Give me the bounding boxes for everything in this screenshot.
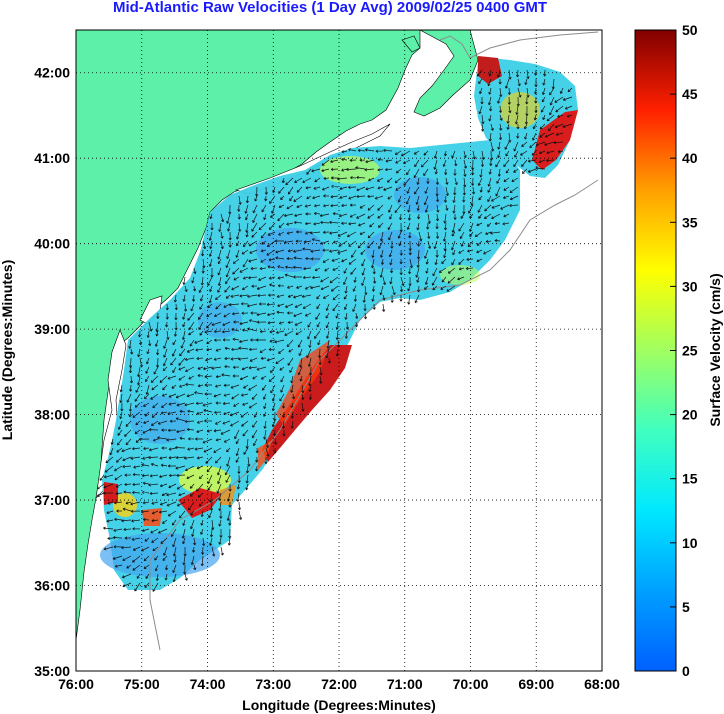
colorbar-tick-label: 25 xyxy=(682,343,698,359)
colorbar-tick-label: 15 xyxy=(682,471,698,487)
colorbar-tick-label: 50 xyxy=(682,22,698,38)
colorbar-tick-label: 40 xyxy=(682,150,698,166)
x-tick-label: 76:00 xyxy=(58,676,94,692)
colorbar-tick-label: 30 xyxy=(682,278,698,294)
y-axis-title: Latitude (Degrees:Minutes) xyxy=(0,260,15,440)
y-tick-label: 39:00 xyxy=(34,321,70,337)
x-tick-label: 71:00 xyxy=(387,676,423,692)
grid-lines xyxy=(76,30,602,671)
y-tick-label: 36:00 xyxy=(34,578,70,594)
bathymetry-contour-outer xyxy=(439,31,599,59)
y-tick-label: 37:00 xyxy=(34,492,70,508)
y-tick-label: 41:00 xyxy=(34,150,70,166)
cape-cod-arm xyxy=(401,35,421,53)
x-tick-label: 69:00 xyxy=(518,676,554,692)
colorbar-ticks: 0 5 10 15 20 25 30 35 40 45 50 xyxy=(670,22,698,679)
x-axis-title: Longitude (Degrees:Minutes) xyxy=(242,697,436,713)
colorbar-tick-label: 0 xyxy=(682,663,690,679)
colorbar-tick-label: 20 xyxy=(682,407,698,423)
bathymetry-contour xyxy=(149,179,599,651)
colorbar-tick-label: 10 xyxy=(682,535,698,551)
colorbar-tick-label: 5 xyxy=(682,599,690,615)
cape-cod xyxy=(413,30,479,117)
chesapeake-bay xyxy=(95,329,127,499)
y-tick-label: 35:00 xyxy=(34,663,70,679)
x-tick-label: 70:00 xyxy=(453,676,489,692)
x-tick-label: 73:00 xyxy=(255,676,291,692)
colorbar xyxy=(634,29,677,672)
colorbar-tick-label: 45 xyxy=(682,86,698,102)
map-title: Mid-Atlantic Raw Velocities (1 Day Avg) … xyxy=(112,0,548,16)
colorbar-title: Surface Velocity (cm/s) xyxy=(707,273,723,426)
y-tick-label: 42:00 xyxy=(34,65,70,81)
y-tick-label: 38:00 xyxy=(34,407,70,423)
velocity-arrows xyxy=(96,69,573,592)
x-tick-label: 72:00 xyxy=(321,676,357,692)
y-axis: 35:00 36:00 37:00 38:00 39:00 40:00 41:00 42:00 xyxy=(34,65,70,679)
colorbar-tick-label: 35 xyxy=(682,214,698,230)
x-tick-label: 74:00 xyxy=(190,676,226,692)
y-tick-label: 40:00 xyxy=(34,236,70,252)
x-axis: 76:00 75:00 74:00 73:00 72:00 71:00 70:00 69:00… xyxy=(58,676,620,692)
plot-border xyxy=(75,29,603,672)
x-tick-label: 75:00 xyxy=(124,676,160,692)
x-tick-label: 68:00 xyxy=(584,676,620,692)
